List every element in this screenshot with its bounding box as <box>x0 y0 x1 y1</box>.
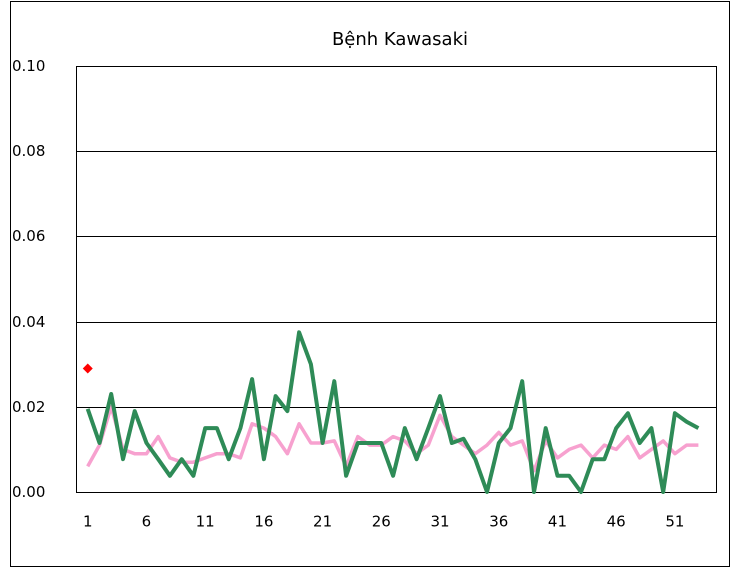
x-tick-label: 16 <box>254 513 273 531</box>
x-tick-label: 31 <box>430 513 449 531</box>
y-tick-label: 0.00 <box>12 483 45 501</box>
y-tick-label: 0.10 <box>12 57 45 75</box>
series-line <box>86 405 699 473</box>
y-tick-label: 0.08 <box>12 142 45 160</box>
x-tick-label: 6 <box>142 513 152 531</box>
plot-area <box>76 66 717 493</box>
x-tick-label: 41 <box>548 513 567 531</box>
x-tick-label: 26 <box>372 513 391 531</box>
x-tick-label: 36 <box>489 513 508 531</box>
y-tick-label: 0.02 <box>12 398 45 416</box>
chart-title: Bệnh Kawasaki <box>332 29 468 50</box>
y-tick-label: 0.04 <box>12 313 45 331</box>
series-line <box>85 330 700 494</box>
x-tick-label: 51 <box>665 513 684 531</box>
x-tick-label: 11 <box>196 513 215 531</box>
x-tick-label: 21 <box>313 513 332 531</box>
point-marker <box>82 363 93 374</box>
y-tick-label: 0.06 <box>12 227 45 245</box>
x-tick-label: 1 <box>83 513 93 531</box>
x-tick-label: 46 <box>607 513 626 531</box>
